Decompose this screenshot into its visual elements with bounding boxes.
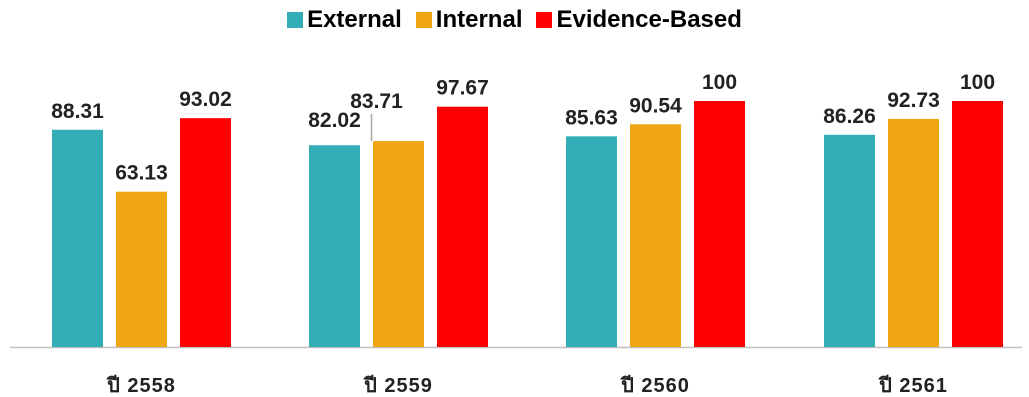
category-label-4: ปี 2561 (878, 374, 948, 397)
bar-internal-3 (630, 124, 681, 347)
legend-swatch-external (287, 12, 304, 28)
bar-evidence-based-1 (180, 118, 231, 347)
legend-item-external: External (287, 6, 402, 34)
bar-external-2 (309, 145, 360, 347)
bar-evidence-based-3 (694, 101, 745, 347)
legend-label-evidence-based: Evidence-Based (556, 6, 742, 33)
data-label-external-2: 82.02 (308, 109, 361, 132)
category-label-3: ปี 2560 (620, 374, 690, 397)
data-label-evidence-based-3: 100 (702, 71, 737, 94)
legend-swatch-evidence-based (536, 12, 553, 28)
data-label-evidence-based-4: 100 (960, 71, 995, 94)
legend-item-internal: Internal (415, 6, 523, 34)
bar-evidence-based-4 (952, 101, 1003, 347)
legend-item-evidence-based: Evidence-Based (536, 6, 742, 34)
data-label-internal-4: 92.73 (887, 89, 940, 112)
data-label-external-1: 88.31 (51, 100, 104, 123)
data-label-internal-1: 63.13 (115, 162, 168, 185)
data-label-external-3: 85.63 (565, 106, 618, 129)
category-label-1: ปี 2558 (106, 374, 176, 397)
bar-internal-1 (116, 191, 167, 347)
data-label-external-4: 86.26 (823, 105, 876, 128)
legend-label-internal: Internal (435, 6, 523, 33)
legend-label-external: External (307, 6, 402, 33)
category-label-2: ปี 2559 (363, 374, 433, 397)
bar-evidence-based-2 (437, 106, 488, 347)
data-label-internal-3: 90.54 (629, 94, 682, 117)
bar-external-4 (824, 134, 875, 347)
bar-external-1 (52, 129, 103, 347)
bar-internal-2 (373, 141, 424, 347)
data-label-internal-2: 83.71 (350, 90, 403, 113)
bar-external-3 (566, 136, 617, 347)
legend: External Internal Evidence-Based (0, 6, 1029, 34)
data-label-evidence-based-2: 97.67 (436, 77, 489, 100)
bar-internal-4 (888, 118, 939, 347)
legend-swatch-internal (415, 12, 432, 28)
data-label-evidence-based-1: 93.02 (179, 88, 232, 111)
